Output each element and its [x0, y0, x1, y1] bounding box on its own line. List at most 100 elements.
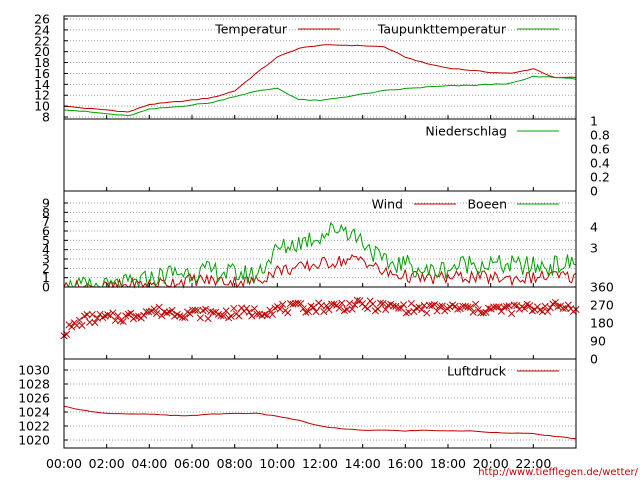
y-right-tick-label-wind_direction: 360 [590, 280, 614, 295]
wind-direction-marker [299, 305, 307, 313]
y-tick-label-temperature: 24 [34, 22, 50, 37]
legends: Temperatur Taupunkttemperatur Niederschlag… [214, 22, 559, 379]
panel-frames [63, 15, 577, 449]
y-tick-label-pressure: 1022 [18, 419, 50, 434]
tick-labels: 8101214161820222426012345678910201022102… [18, 12, 614, 472]
wind-direction-marker [348, 305, 356, 313]
wind-direction-marker [201, 305, 210, 313]
wind-direction-marker [312, 307, 320, 316]
wind-direction-marker [75, 316, 83, 324]
wind-direction-marker [140, 311, 148, 319]
wind-direction-marker [335, 304, 343, 312]
wind-direction-marker [338, 299, 346, 307]
wind-direction-marker [420, 301, 428, 310]
y-tick-label-pressure: 1028 [18, 377, 50, 392]
wind-direction-marker [104, 311, 112, 319]
wind-direction-marker [109, 309, 117, 317]
wind-direction-marker [492, 303, 500, 311]
wind-direction-marker [302, 308, 310, 316]
y-right-tick-label-precipitation: 0.2 [590, 170, 610, 185]
wind-direction-marker [551, 298, 559, 306]
y-tick-label-wind: 2 [42, 261, 50, 276]
x-tick-label: 18:00 [430, 456, 466, 471]
y-tick-label-temperature: 22 [34, 33, 50, 48]
wind-direction-marker [541, 302, 549, 310]
panel-frame-wind_direction [63, 286, 577, 360]
y-tick-label-wind: 3 [42, 252, 50, 267]
wind-direction-marker [78, 321, 86, 330]
y-tick-label-wind: 0 [42, 280, 50, 295]
wind-direction-marker [407, 299, 415, 308]
wind-direction-marker [410, 307, 418, 316]
wind-direction-marker [191, 306, 199, 314]
wind-direction-marker [204, 314, 212, 323]
wind-direction-marker [482, 308, 490, 316]
x-tick-label: 00:00 [46, 456, 82, 471]
wind-direction-marker [96, 310, 104, 318]
wind-direction-marker [124, 310, 132, 318]
y-tick-label-wind: 9 [42, 196, 50, 211]
wind-direction-marker [508, 310, 516, 318]
data-series [60, 44, 580, 440]
wind-direction-marker [430, 301, 439, 309]
wind-direction-marker [145, 308, 153, 316]
wind-direction-marker [500, 303, 508, 311]
wind-direction-marker [297, 300, 305, 308]
wind-direction-marker [418, 306, 426, 314]
wind-direction-marker [243, 304, 251, 312]
wind-direction-marker [438, 302, 446, 310]
wind-direction-marker [310, 303, 318, 311]
y-right-tick-label-precipitation: 1 [590, 114, 598, 129]
wind-direction-marker [73, 321, 81, 329]
y-right-tick-label-wind_direction: 90 [590, 334, 606, 349]
y-right-tick-label-wind_direction: 180 [590, 316, 614, 331]
wind-direction-marker [320, 307, 328, 316]
wind-direction-marker [376, 299, 385, 307]
legend-label: Boeen [467, 197, 507, 212]
wind-direction-marker [150, 305, 158, 313]
source-url[interactable]: http://www.tiefflegen.de/wetter/ [478, 467, 638, 478]
y-tick-label-temperature: 26 [34, 12, 50, 27]
legend-label: Niederschlag [425, 124, 507, 139]
wind-direction-marker [245, 308, 253, 316]
wind-direction-marker [538, 307, 547, 316]
grid-lines [64, 18, 576, 441]
y-tick-label-wind: 5 [42, 233, 50, 248]
wind-direction-marker [379, 299, 387, 308]
wind-direction-marker [325, 306, 333, 314]
wind-direction-marker [346, 299, 354, 307]
x-tick-label: 20:00 [473, 456, 509, 471]
y-tick-label-wind: 1 [42, 270, 50, 285]
y-right-tick-label-wind_direction: 270 [590, 298, 614, 313]
wind-direction-marker [466, 303, 475, 312]
wind-direction-marker [454, 305, 462, 313]
y-tick-label-temperature: 20 [34, 44, 50, 59]
series-line-Wind [63, 254, 577, 289]
y-right-tick-label-wind_direction: 0 [590, 352, 598, 367]
wind-direction-marker [279, 300, 287, 308]
x-tick-label: 04:00 [131, 456, 167, 471]
wind-direction-marker [266, 306, 274, 314]
legend-label: Luftdruck [447, 364, 507, 379]
wind-direction-marker [394, 304, 403, 312]
x-tick-label: 16:00 [387, 456, 423, 471]
wind-direction-marker [186, 310, 194, 318]
wind-direction-marker [230, 304, 238, 312]
wind-direction-marker [502, 303, 511, 311]
wind-direction-marker [261, 310, 269, 318]
wind-direction-marker [194, 306, 202, 314]
y-tick-label-wind: 4 [42, 242, 50, 257]
y-right-tick-label-precipitation: 0 [590, 184, 598, 199]
y-tick-label-wind: 8 [42, 205, 50, 220]
y-tick-label-pressure: 1024 [18, 405, 50, 420]
y-tick-label-temperature: 10 [34, 99, 50, 114]
wind-direction-marker [132, 313, 140, 321]
y-right-tick-label-precipitation: 0.8 [590, 128, 610, 143]
x-tick-label: 06:00 [174, 456, 210, 471]
y-tick-label-pressure: 1030 [18, 363, 50, 378]
legend-label: Temperatur [214, 22, 288, 37]
wind-direction-marker [472, 300, 480, 308]
series-line-Luftdruck [63, 405, 577, 440]
wind-direction-marker [469, 308, 477, 316]
